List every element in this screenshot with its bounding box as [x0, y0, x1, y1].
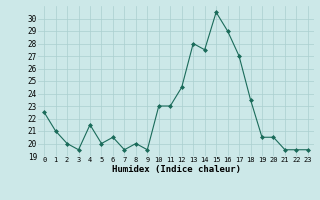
X-axis label: Humidex (Indice chaleur): Humidex (Indice chaleur)	[111, 165, 241, 174]
